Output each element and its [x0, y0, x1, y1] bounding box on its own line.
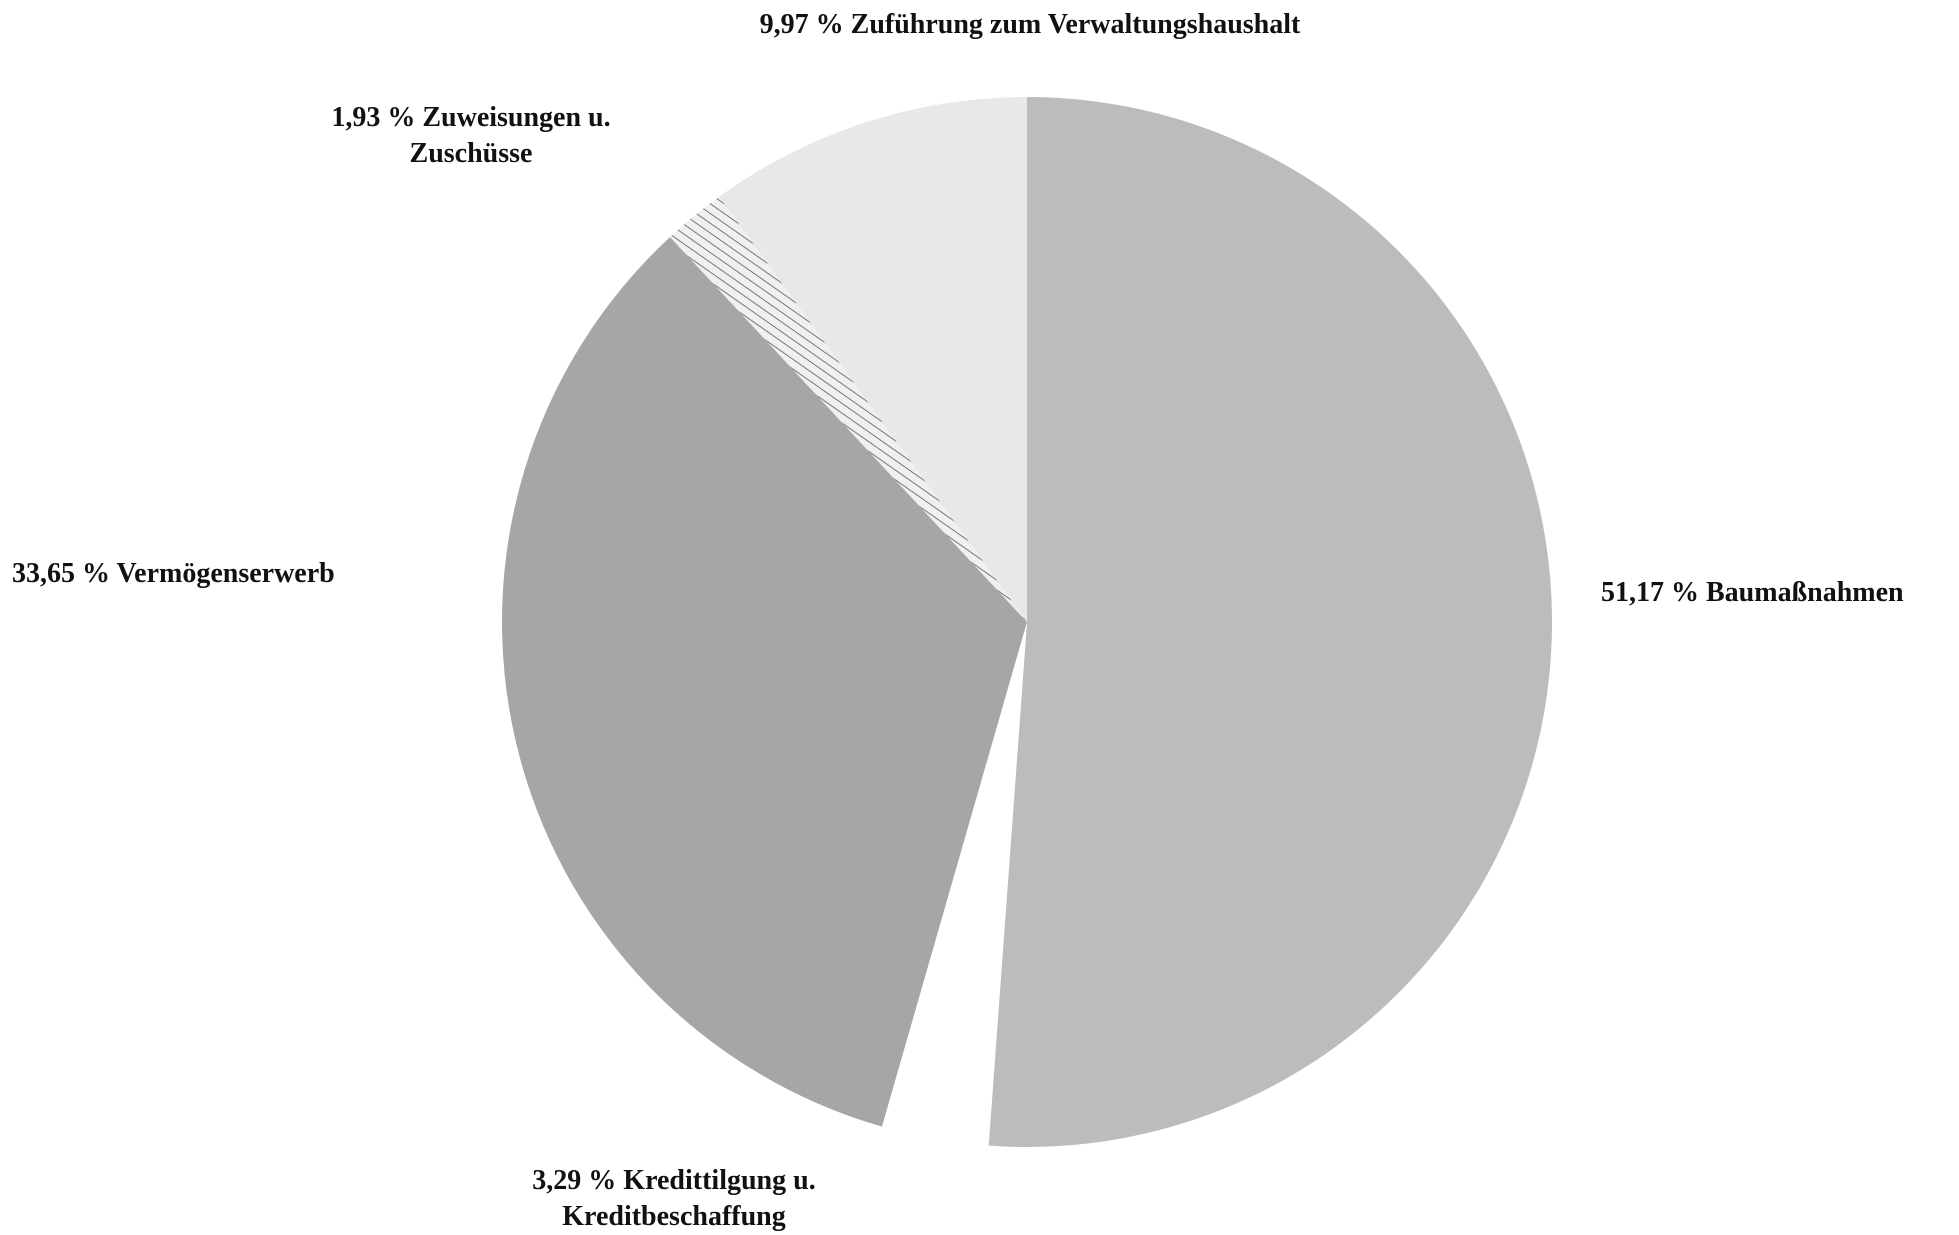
category-label: Vermögenserwerb	[116, 558, 335, 589]
category-label: Kredittilgung u. Kreditbeschaffung	[562, 1165, 816, 1232]
slice-label: 33,65 % Vermögenserwerb	[12, 556, 412, 592]
pie-slice	[988, 97, 1553, 1147]
value-label: 9,97 %	[759, 9, 844, 40]
slice-label: 9,97 % Zuführung zum Verwaltungshaushalt	[630, 7, 1430, 43]
category-label: Baumaßnahmen	[1706, 577, 1904, 608]
category-label: Zuweisungen u. Zuschüsse	[409, 102, 611, 169]
value-label: 1,93 %	[331, 102, 416, 133]
value-label: 51,17 %	[1601, 577, 1699, 608]
category-label: Zuführung zum Verwaltungshaushalt	[850, 9, 1301, 40]
slice-label: 3,29 % Kredittilgung u. Kreditbeschaffun…	[494, 1163, 854, 1235]
value-label: 3,29 %	[532, 1165, 617, 1196]
pie-slice	[670, 196, 1027, 622]
slice-label: 51,17 % Baumaßnahmen	[1601, 575, 1941, 611]
pie-slice	[502, 237, 1027, 1127]
slice-label: 1,93 % Zuweisungen u. Zuschüsse	[291, 100, 651, 172]
pie-slice	[719, 96, 1027, 622]
value-label: 33,65 %	[12, 558, 110, 589]
pie-slice	[881, 622, 1027, 1146]
